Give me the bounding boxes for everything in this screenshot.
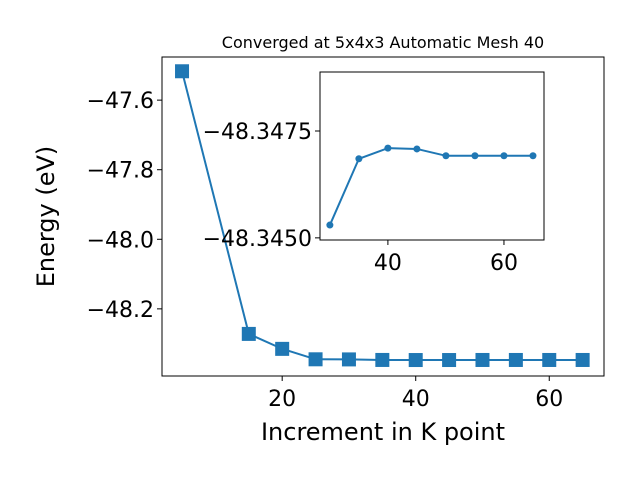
marker (575, 352, 590, 367)
y-tick-label: −48.3475 (203, 120, 312, 145)
marker (341, 352, 356, 367)
marker (355, 155, 363, 163)
marker (529, 152, 537, 160)
marker (308, 352, 323, 367)
y-tick-label: −48.0 (87, 228, 154, 253)
y-tick-label: −47.8 (87, 159, 154, 184)
marker (175, 64, 190, 79)
marker (542, 352, 557, 367)
x-axis-label: Increment in K point (261, 418, 505, 446)
marker (326, 221, 334, 229)
x-tick-label: 20 (268, 387, 296, 412)
marker (500, 152, 508, 160)
marker (471, 152, 479, 160)
y-axis-label: Energy (eV) (32, 146, 60, 288)
plot-frame (161, 56, 605, 377)
marker (442, 353, 457, 368)
marker (413, 145, 421, 153)
data-line (328, 147, 533, 226)
x-tick-label: 40 (402, 387, 430, 412)
chart-title: Converged at 5x4x3 Automatic Mesh 40 (222, 33, 544, 52)
x-tick-label: 40 (374, 251, 402, 276)
marker (384, 144, 392, 152)
plot-frame (319, 71, 545, 241)
marker (408, 353, 423, 368)
y-tick-label: −48.3450 (203, 227, 312, 252)
y-tick-label: −47.6 (87, 89, 154, 114)
marker (442, 152, 450, 160)
marker (475, 352, 490, 367)
marker (508, 352, 523, 367)
marker (375, 352, 390, 367)
marker (275, 341, 290, 356)
marker (241, 326, 256, 341)
x-tick-label: 60 (490, 251, 518, 276)
y-tick-label: −48.2 (87, 298, 154, 323)
x-tick-label: 60 (535, 387, 563, 412)
